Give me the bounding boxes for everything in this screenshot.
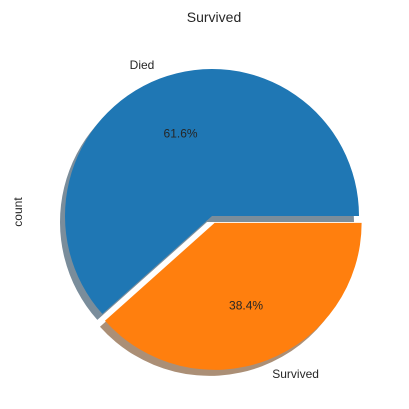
chart-title: Survived bbox=[187, 9, 241, 25]
slice-percent-survived: 38.4% bbox=[229, 298, 263, 312]
y-axis-label: count bbox=[11, 197, 25, 227]
slices bbox=[65, 69, 362, 370]
slice-survived bbox=[104, 222, 362, 370]
slice-labels: Died 61.6% Survived 38.4% bbox=[130, 58, 319, 381]
slice-percent-died: 61.6% bbox=[164, 127, 198, 141]
slice-label-survived: Survived bbox=[272, 367, 319, 381]
slice-label-died: Died bbox=[130, 58, 155, 72]
slice-died bbox=[65, 69, 359, 314]
